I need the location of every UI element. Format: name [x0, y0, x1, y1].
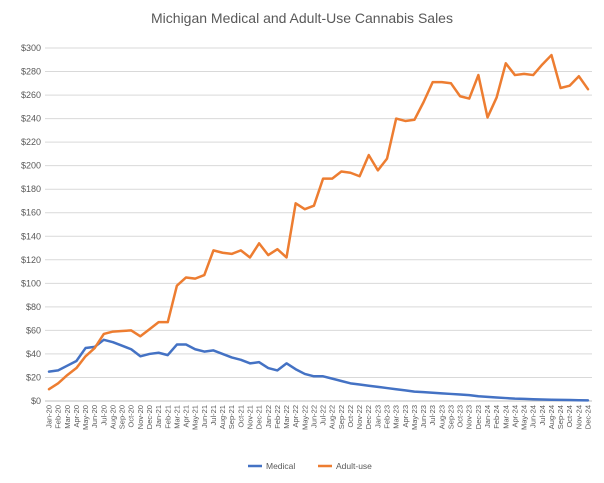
x-tick-label: Feb-20 — [54, 405, 63, 429]
y-tick-label: $160 — [21, 208, 41, 218]
x-tick-label: Sep-22 — [337, 405, 346, 429]
x-tick-label: Sep-20 — [118, 405, 127, 429]
x-tick-label: Apr-22 — [291, 405, 300, 428]
x-tick-label: Oct-22 — [346, 405, 355, 428]
x-tick-label: Jan-23 — [373, 405, 382, 428]
x-tick-label: Apr-23 — [401, 405, 410, 428]
x-tick-label: Jul-24 — [538, 405, 547, 425]
x-tick-label: Apr-20 — [72, 405, 81, 428]
y-tick-label: $40 — [26, 349, 41, 359]
gridlines — [45, 47, 592, 402]
x-tick-label: Nov-20 — [136, 405, 145, 429]
x-tick-label: May-21 — [191, 405, 200, 430]
chart-title: Michigan Medical and Adult-Use Cannabis … — [151, 10, 453, 26]
y-tick-label: $60 — [26, 325, 41, 335]
x-tick-label: Mar-22 — [282, 405, 291, 429]
legend-label: Medical — [266, 461, 295, 471]
x-tick-label: Dec-22 — [364, 405, 373, 429]
x-tick-label: Aug-23 — [437, 405, 446, 429]
y-axis-ticks: $0 $20 $40 $60 $80 $100 $120 $140 $160 $180 $200 $2… — [21, 43, 41, 406]
x-tick-label: Feb-23 — [383, 405, 392, 429]
x-tick-label: Jul-20 — [99, 405, 108, 425]
x-tick-label: Jan-22 — [264, 405, 273, 428]
x-tick-label: Dec-24 — [584, 405, 593, 429]
x-tick-label: Mar-24 — [501, 405, 510, 429]
x-tick-label: Jan-24 — [483, 405, 492, 428]
x-tick-label: Mar-23 — [392, 405, 401, 429]
y-tick-label: $280 — [21, 67, 41, 77]
y-tick-label: $260 — [21, 90, 41, 100]
legend-label: Adult-use — [336, 461, 372, 471]
x-tick-label: May-23 — [410, 405, 419, 430]
x-tick-label: May-24 — [520, 405, 529, 430]
y-tick-label: $20 — [26, 372, 41, 382]
x-tick-label: Aug-24 — [547, 405, 556, 429]
x-tick-label: Nov-22 — [355, 405, 364, 429]
series-line-medical — [47, 338, 590, 402]
x-tick-label: Dec-23 — [474, 405, 483, 429]
x-tick-label: Nov-23 — [465, 405, 474, 429]
x-tick-label: Jul-22 — [319, 405, 328, 425]
legend: Medical Adult-use — [248, 461, 372, 471]
x-tick-label: Oct-24 — [565, 405, 574, 428]
x-tick-label: Oct-21 — [236, 405, 245, 428]
x-tick-label: Apr-24 — [510, 405, 519, 428]
x-tick-label: Apr-21 — [182, 405, 191, 428]
x-tick-label: Sep-24 — [556, 405, 565, 429]
x-tick-label: Jan-20 — [45, 405, 54, 428]
x-tick-label: May-22 — [300, 405, 309, 430]
x-tick-label: Aug-20 — [108, 405, 117, 429]
y-tick-label: $240 — [21, 114, 41, 124]
x-tick-label: Feb-24 — [492, 405, 501, 429]
y-tick-label: $200 — [21, 161, 41, 171]
x-tick-label: Dec-20 — [145, 405, 154, 429]
x-tick-label: Jul-21 — [209, 405, 218, 425]
y-tick-label: $300 — [21, 43, 41, 53]
series-line-adult-use — [47, 53, 590, 391]
x-tick-label: Sep-23 — [446, 405, 455, 429]
x-tick-label: Oct-23 — [456, 405, 465, 428]
series-lines — [47, 53, 590, 402]
x-tick-label: Feb-21 — [163, 405, 172, 429]
x-tick-label: Feb-22 — [273, 405, 282, 429]
x-tick-label: Oct-20 — [127, 405, 136, 428]
x-tick-label: Jul-23 — [428, 405, 437, 425]
x-tick-label: Jun-24 — [529, 405, 538, 428]
y-tick-label: $100 — [21, 278, 41, 288]
x-tick-label: Mar-21 — [172, 405, 181, 429]
y-tick-label: $80 — [26, 302, 41, 312]
x-tick-label: Jun-21 — [200, 405, 209, 428]
y-tick-label: $120 — [21, 255, 41, 265]
x-tick-label: Mar-20 — [63, 405, 72, 429]
x-tick-label: Nov-24 — [574, 405, 583, 429]
x-tick-label: Dec-21 — [255, 405, 264, 429]
x-tick-label: Aug-21 — [218, 405, 227, 429]
x-tick-label: Sep-21 — [227, 405, 236, 429]
x-tick-label: Jun-20 — [90, 405, 99, 428]
x-tick-label: Jun-23 — [419, 405, 428, 428]
x-tick-label: May-20 — [81, 405, 90, 430]
x-tick-label: Aug-22 — [328, 405, 337, 429]
y-tick-label: $140 — [21, 231, 41, 241]
y-tick-label: $180 — [21, 184, 41, 194]
x-tick-label: Nov-21 — [245, 405, 254, 429]
x-tick-label: Jan-21 — [154, 405, 163, 428]
x-tick-label: Jun-22 — [309, 405, 318, 428]
x-axis-ticks: Jan-20 Feb-20 Mar-20 Apr-20 May-20 Jun-20 Jul-… — [45, 405, 593, 430]
y-tick-label: $0 — [31, 396, 41, 406]
y-tick-label: $220 — [21, 137, 41, 147]
